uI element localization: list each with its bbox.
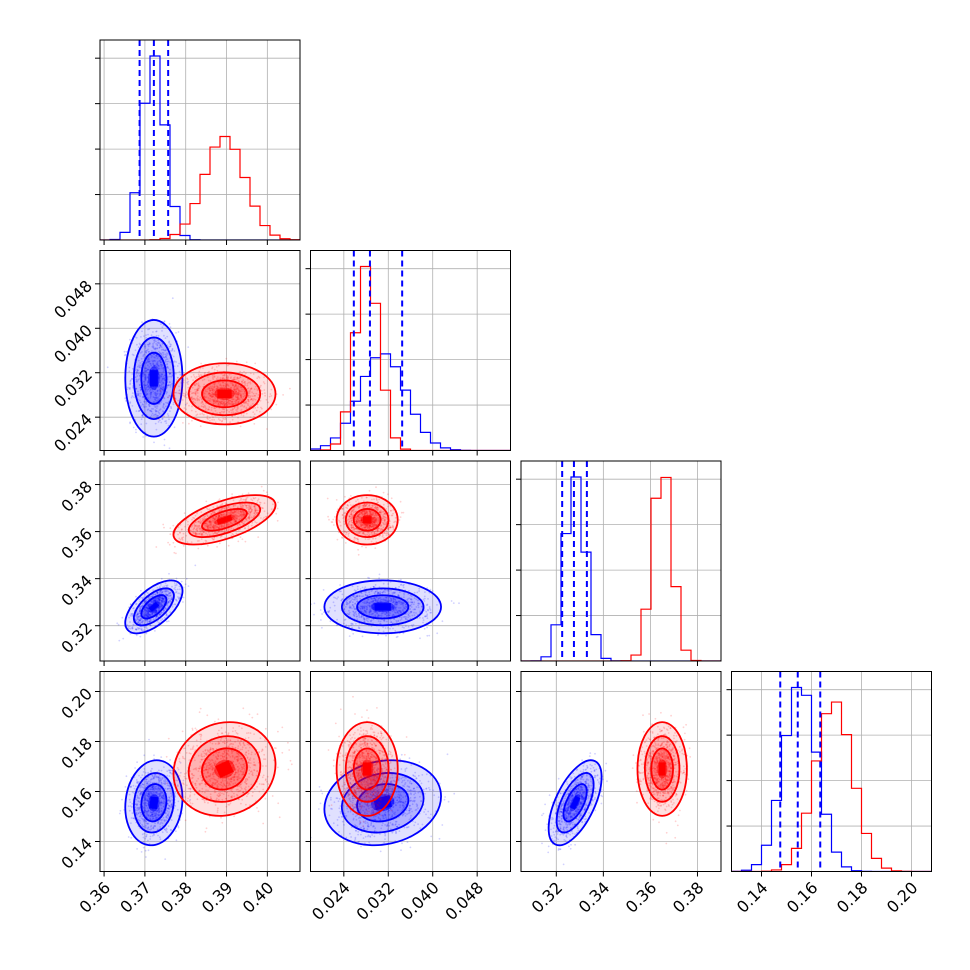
x-tick-label: 0.14	[733, 878, 772, 917]
x-tick-label: 0.34	[575, 878, 614, 917]
contour-blue	[124, 319, 184, 438]
x-tick-label: 0.20	[883, 878, 922, 917]
panel-frame	[99, 250, 301, 451]
contour-red	[172, 362, 277, 426]
panel-3-2: 0.32 0.34 0.36 0.38	[516, 671, 722, 917]
contour-red	[335, 721, 399, 817]
x-tick-label: 0.36	[75, 878, 114, 917]
x-tick-label: 0.16	[783, 878, 822, 917]
x-tick-label: 0.040	[397, 878, 443, 924]
panel-0-0	[95, 39, 301, 245]
x-tick-label: 0.40	[239, 878, 278, 917]
panel-frame	[99, 671, 301, 872]
contour-red	[172, 494, 277, 546]
panel-3-0: 0.14 0.16 0.18 0.20 0.36 0.37 0.38 0.39 0.40	[57, 671, 301, 917]
x-tick-label: 0.38	[157, 878, 196, 917]
panel-1-1	[305, 250, 511, 456]
y-tick-label: 0.36	[57, 524, 96, 563]
histogram-blue	[521, 476, 721, 661]
y-tick-label: 0.34	[57, 571, 96, 610]
y-tick-label: 0.032	[50, 365, 96, 411]
y-tick-label: 0.048	[50, 276, 96, 322]
panel-frame	[99, 460, 301, 662]
panel-frame	[310, 250, 511, 451]
x-tick-label: 0.024	[308, 878, 354, 924]
contour-blue	[124, 759, 184, 847]
contour-blue	[547, 759, 603, 847]
x-tick-label: 0.18	[833, 878, 872, 917]
panel-frame	[520, 460, 722, 662]
y-tick-label: 0.040	[50, 321, 96, 367]
x-tick-label: 0.36	[622, 878, 661, 917]
panel-2-0: 0.32 0.34 0.36 0.38	[57, 460, 301, 666]
contour-red	[335, 494, 399, 546]
x-tick-label: 0.39	[198, 878, 237, 917]
x-tick-label: 0.37	[116, 878, 155, 917]
scatter-red	[158, 357, 291, 430]
y-tick-label: 0.20	[57, 684, 96, 723]
x-tick-label: 0.32	[528, 878, 567, 917]
contour-blue	[124, 579, 184, 635]
panel-frame	[310, 671, 511, 872]
x-tick-label: 0.38	[669, 878, 708, 917]
histogram-blue	[100, 55, 300, 240]
y-tick-label: 0.14	[57, 834, 96, 873]
panel-frame	[731, 671, 932, 872]
y-tick-label: 0.18	[57, 734, 96, 773]
contour-red	[172, 721, 277, 817]
y-tick-label: 0.32	[57, 618, 96, 657]
panel-frame	[520, 671, 722, 872]
histogram-red	[310, 265, 511, 451]
panel-2-1	[305, 460, 511, 666]
panel-3-3: 0.14 0.16 0.18 0.20	[726, 671, 932, 917]
panel-2-2	[516, 460, 722, 666]
contour-red	[636, 721, 688, 817]
panel-frame	[310, 460, 511, 662]
y-tick-label: 0.024	[50, 410, 96, 456]
panel-frame	[99, 39, 301, 241]
histogram-red	[521, 476, 721, 661]
y-tick-label: 0.38	[57, 477, 96, 516]
x-tick-label: 0.048	[441, 878, 487, 924]
y-tick-label: 0.16	[57, 784, 96, 823]
x-tick-label: 0.032	[352, 878, 398, 924]
contour-blue	[323, 579, 442, 635]
scatter-red	[631, 711, 692, 845]
